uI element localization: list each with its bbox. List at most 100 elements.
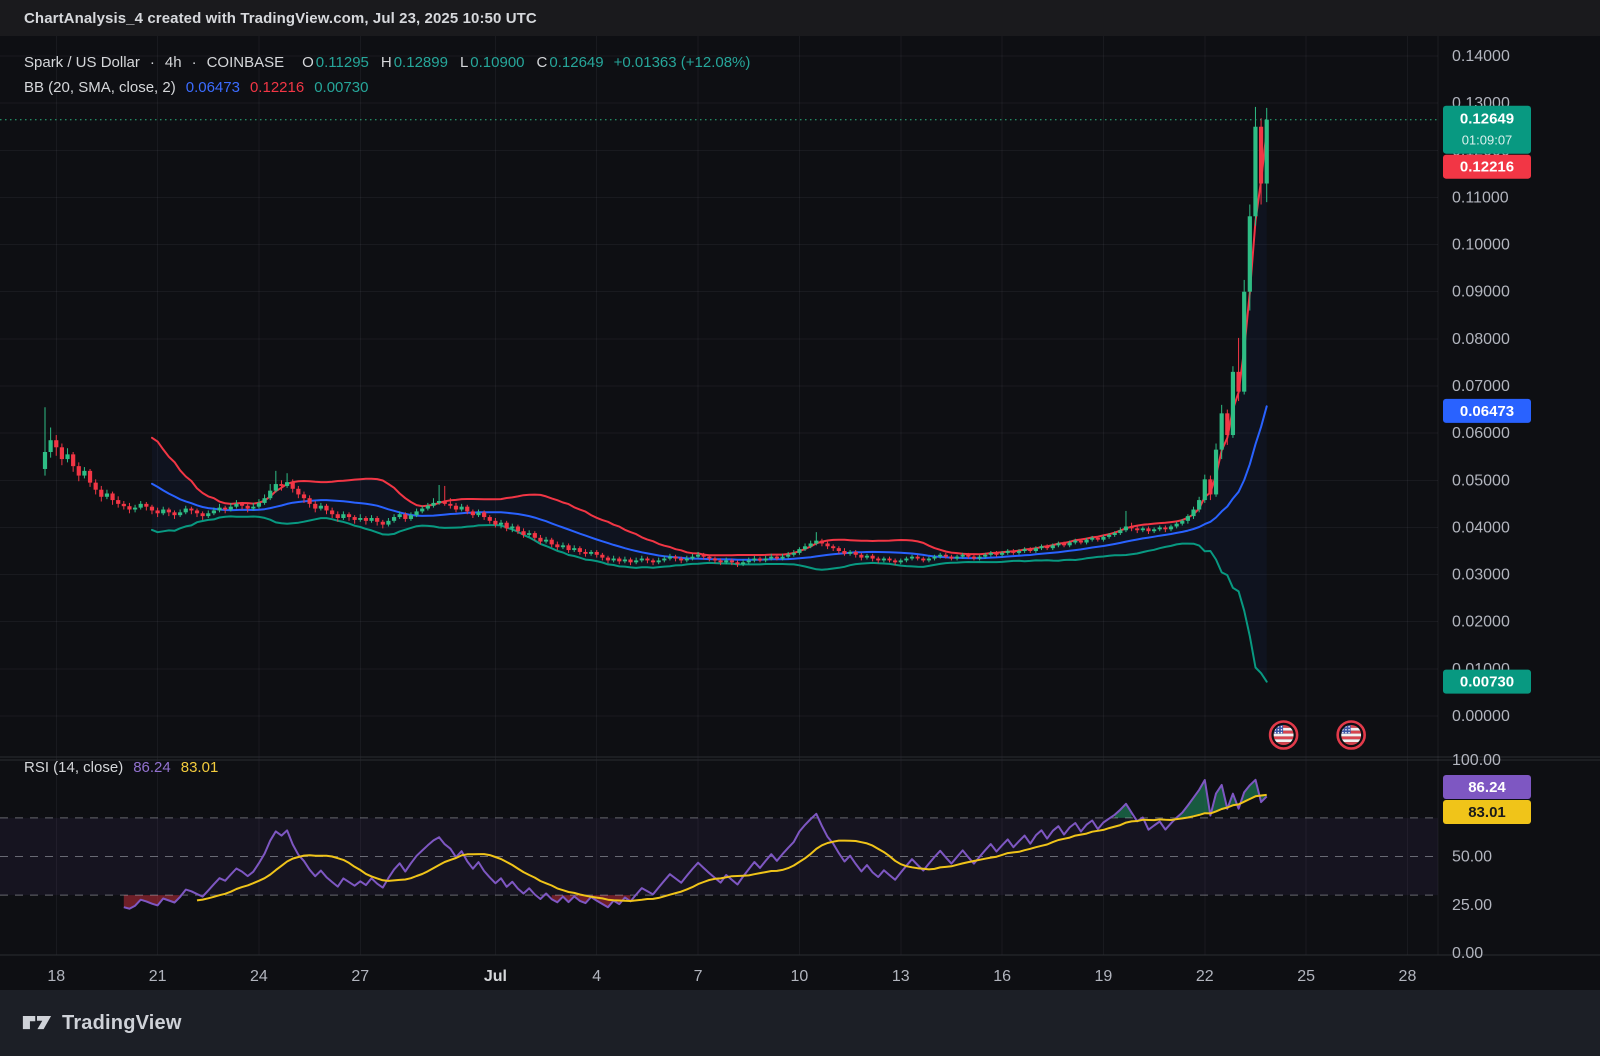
rsi-value: 86.24	[133, 759, 171, 776]
candle-body	[1146, 528, 1150, 531]
candle-body	[803, 546, 807, 549]
flag-star	[1275, 732, 1277, 734]
bb-indicator-row[interactable]: BB (20, SMA, close, 2) 0.06473 0.12216 0…	[24, 75, 750, 100]
candle-body	[871, 556, 875, 559]
time-tick-label: 21	[149, 968, 167, 985]
candle-body	[319, 506, 323, 509]
price-tick-label: 0.07000	[1452, 378, 1510, 395]
snapshot-title: ChartAnalysis_4 created with TradingView…	[24, 10, 537, 27]
candle-body	[471, 511, 475, 515]
candle-body	[645, 559, 649, 561]
us-flag-event-icon[interactable]	[1338, 722, 1365, 749]
candle-body	[1017, 551, 1021, 553]
candle-body	[668, 557, 672, 559]
candle-body	[262, 498, 266, 503]
axis-label-text: 0.00730	[1460, 674, 1514, 691]
candle-body	[127, 506, 131, 509]
candle-body	[251, 507, 255, 509]
tradingview-logo[interactable]: TradingView	[22, 1010, 182, 1036]
candle-body	[257, 503, 261, 507]
candle-body	[172, 512, 176, 515]
candle-body	[1107, 535, 1111, 537]
time-tick-label: 18	[47, 968, 65, 985]
flag-star	[1345, 732, 1347, 734]
candle-body	[955, 557, 959, 559]
flag-star	[1278, 732, 1280, 734]
candle-body	[561, 545, 565, 547]
ohlc-low-label: L	[460, 54, 468, 71]
price-tick-label: 0.00000	[1452, 708, 1510, 725]
candle-body	[994, 553, 998, 555]
candle-body	[719, 560, 723, 562]
candle-body	[1135, 528, 1139, 530]
price-tick-label: 0.11000	[1452, 189, 1509, 206]
candle-body	[110, 493, 114, 500]
candle-body	[448, 504, 452, 506]
candle-body	[938, 555, 942, 557]
candle-body	[1118, 530, 1122, 533]
candle-body	[358, 518, 362, 520]
time-tick-label: 28	[1399, 968, 1417, 985]
flag-stripe	[1274, 739, 1294, 742]
candle-body	[747, 560, 751, 562]
candle-body	[538, 538, 542, 542]
symbol-row[interactable]: Spark / US Dollar · 4h · COINBASE O 0.11…	[24, 50, 750, 75]
candle-body	[735, 562, 739, 564]
candle-body	[606, 558, 610, 561]
candle-body	[758, 559, 762, 561]
candle-body	[71, 454, 75, 466]
candle-body	[240, 504, 244, 506]
candle-body	[139, 504, 143, 508]
candle-body	[178, 512, 182, 515]
candle-body	[741, 562, 745, 564]
candle-body	[1163, 527, 1167, 529]
candle-body	[43, 452, 47, 469]
candle-body	[510, 526, 514, 528]
chart-canvas[interactable]: 0.140000.130000.120000.110000.100000.090…	[0, 36, 1600, 990]
candle-body	[1096, 538, 1100, 540]
flag-star	[1278, 729, 1280, 731]
flag-stripe	[1274, 736, 1294, 739]
candle-body	[657, 560, 661, 562]
candle-body	[752, 559, 756, 561]
candle-body	[589, 552, 593, 554]
candle-body	[94, 483, 98, 490]
rsi-indicator-row[interactable]: RSI (14, close) 86.24 83.01	[24, 755, 218, 780]
flag-star	[1281, 726, 1283, 728]
candle-body	[673, 557, 677, 559]
time-tick-label: 24	[250, 968, 268, 985]
candle-body	[150, 507, 154, 511]
symbol-interval[interactable]: 4h	[165, 54, 182, 71]
candle-body	[769, 557, 773, 559]
candle-body	[887, 559, 891, 561]
candle-body	[313, 504, 317, 509]
candle-body	[279, 484, 283, 486]
time-tick-label: 13	[892, 968, 910, 985]
candle-body	[555, 544, 559, 547]
candle-body	[944, 555, 948, 557]
candle-body	[623, 559, 627, 561]
chart-area[interactable]: 0.140000.130000.120000.110000.100000.090…	[0, 36, 1600, 990]
candle-body	[144, 504, 148, 507]
flag-stripe	[1274, 734, 1294, 737]
rsi-tick-label: 100.00	[1452, 752, 1501, 769]
price-tick-label: 0.05000	[1452, 472, 1510, 489]
top-bar: ChartAnalysis_4 created with TradingView…	[0, 0, 1600, 36]
axis-label-text: 83.01	[1468, 804, 1506, 821]
candle-body	[1034, 548, 1038, 551]
rsi-tick-label: 0.00	[1452, 945, 1483, 962]
candle-body	[274, 484, 278, 491]
candle-body	[662, 559, 666, 561]
candle-body	[685, 559, 689, 561]
candle-body	[369, 518, 373, 521]
ohlc-close-label: C	[537, 54, 548, 71]
candle-body	[167, 510, 171, 513]
candle-body	[482, 512, 486, 517]
candle-body	[505, 523, 509, 529]
candle-body	[1039, 546, 1043, 548]
flag-star	[1281, 729, 1283, 731]
candle-body	[1169, 526, 1173, 529]
us-flag-event-icon[interactable]	[1270, 722, 1297, 749]
candle-body	[989, 553, 993, 555]
candle-body	[49, 440, 53, 452]
